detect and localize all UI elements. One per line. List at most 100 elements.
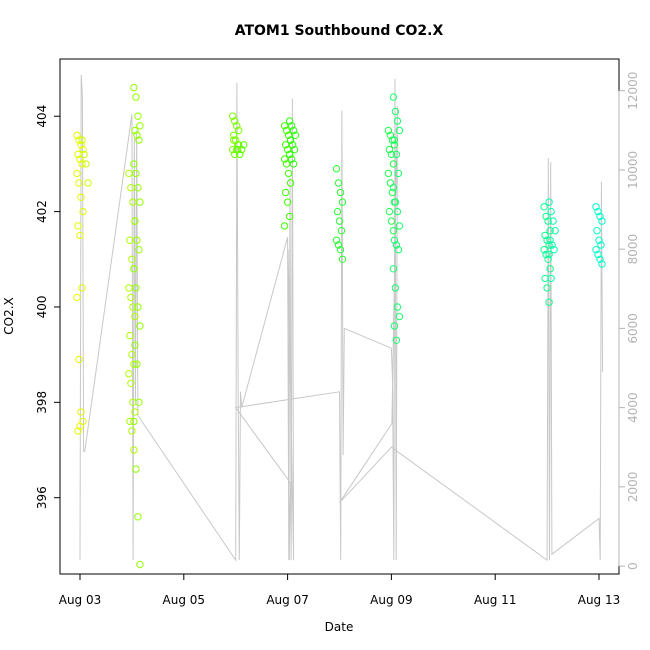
data-point xyxy=(334,241,343,249)
data-point xyxy=(231,117,239,125)
data-point xyxy=(128,427,136,435)
data-point xyxy=(132,284,140,292)
data-point xyxy=(75,136,83,144)
data-point xyxy=(77,408,85,416)
data-point xyxy=(545,241,553,249)
data-point xyxy=(336,246,345,254)
data-point xyxy=(236,150,244,159)
data-point xyxy=(126,417,134,426)
data-point xyxy=(128,350,136,359)
data-point xyxy=(386,131,395,140)
data-point xyxy=(541,231,549,240)
data-point xyxy=(133,131,141,140)
data-point xyxy=(130,360,138,368)
bottom-axis: Aug 03 Aug 05 Aug 07 Aug 09 Aug 11 Aug 13 xyxy=(59,573,621,607)
data-point xyxy=(77,193,85,202)
data-point xyxy=(283,145,292,154)
left-tick-label: 398 xyxy=(35,391,49,414)
right-tick-label: 2000 xyxy=(626,472,640,503)
data-point xyxy=(394,246,403,254)
data-point xyxy=(390,136,399,144)
bottom-tick-label: Aug 03 xyxy=(59,593,102,607)
data-point xyxy=(545,250,553,259)
data-point xyxy=(546,227,554,235)
data-point xyxy=(392,241,401,249)
data-point xyxy=(389,93,398,101)
data-point xyxy=(387,150,396,159)
data-point xyxy=(78,136,86,144)
data-point xyxy=(387,217,396,225)
data-point xyxy=(542,212,550,221)
data-point xyxy=(77,141,85,149)
data-point xyxy=(126,236,134,244)
data-point xyxy=(392,336,401,344)
data-point xyxy=(393,303,402,311)
data-point xyxy=(79,145,87,154)
data-point xyxy=(285,212,294,221)
data-point xyxy=(131,126,139,135)
data-point xyxy=(333,207,342,216)
data-point xyxy=(395,126,404,135)
data-point xyxy=(596,212,604,221)
data-point xyxy=(75,179,83,187)
data-point xyxy=(543,284,551,292)
data-point xyxy=(332,165,341,173)
data-point xyxy=(332,236,341,244)
data-point xyxy=(78,284,86,292)
data-point xyxy=(131,217,139,225)
data-point xyxy=(73,293,81,302)
data-point xyxy=(133,360,141,368)
data-point xyxy=(391,107,400,116)
data-point xyxy=(134,184,142,192)
data-point xyxy=(238,145,246,154)
data-point xyxy=(134,112,142,120)
data-point xyxy=(125,284,133,292)
data-point xyxy=(127,293,135,302)
data-point xyxy=(84,179,92,187)
data-point xyxy=(395,222,404,230)
data-point xyxy=(291,131,300,140)
data-point xyxy=(386,179,395,187)
data-point xyxy=(549,217,557,225)
right-tick-label: 6000 xyxy=(626,313,640,344)
data-point xyxy=(132,169,140,178)
data-point xyxy=(133,236,141,244)
data-point xyxy=(389,227,398,235)
data-point xyxy=(594,250,602,259)
data-point xyxy=(290,145,299,154)
data-point xyxy=(132,93,140,101)
data-point xyxy=(394,169,403,178)
data-point xyxy=(598,217,606,225)
data-point xyxy=(131,408,139,416)
right-tick-label: 4000 xyxy=(626,392,640,423)
data-point xyxy=(136,322,144,330)
data-point xyxy=(541,274,549,283)
data-point xyxy=(233,122,241,130)
data-point xyxy=(132,465,140,473)
data-point xyxy=(280,155,289,163)
bottom-tick-label: Aug 11 xyxy=(474,593,517,607)
right-tick-label: 10000 xyxy=(626,151,640,189)
secondary-series-line xyxy=(79,74,604,562)
data-point xyxy=(134,303,142,311)
data-point xyxy=(229,112,237,120)
left-tick-label: 396 xyxy=(35,486,49,509)
bottom-tick-label: Aug 13 xyxy=(578,593,621,607)
data-point xyxy=(135,246,143,254)
data-point xyxy=(280,222,289,230)
data-point xyxy=(74,222,82,230)
data-point xyxy=(288,141,297,149)
data-point xyxy=(286,179,295,187)
data-point xyxy=(338,255,347,263)
data-point xyxy=(335,217,344,225)
data-point xyxy=(78,160,86,168)
data-point xyxy=(594,207,602,216)
data-point xyxy=(127,379,135,387)
data-point xyxy=(82,160,90,168)
data-point xyxy=(389,160,398,168)
data-point xyxy=(282,160,291,168)
data-point xyxy=(542,250,550,259)
data-point xyxy=(546,236,554,244)
data-point xyxy=(130,160,138,168)
